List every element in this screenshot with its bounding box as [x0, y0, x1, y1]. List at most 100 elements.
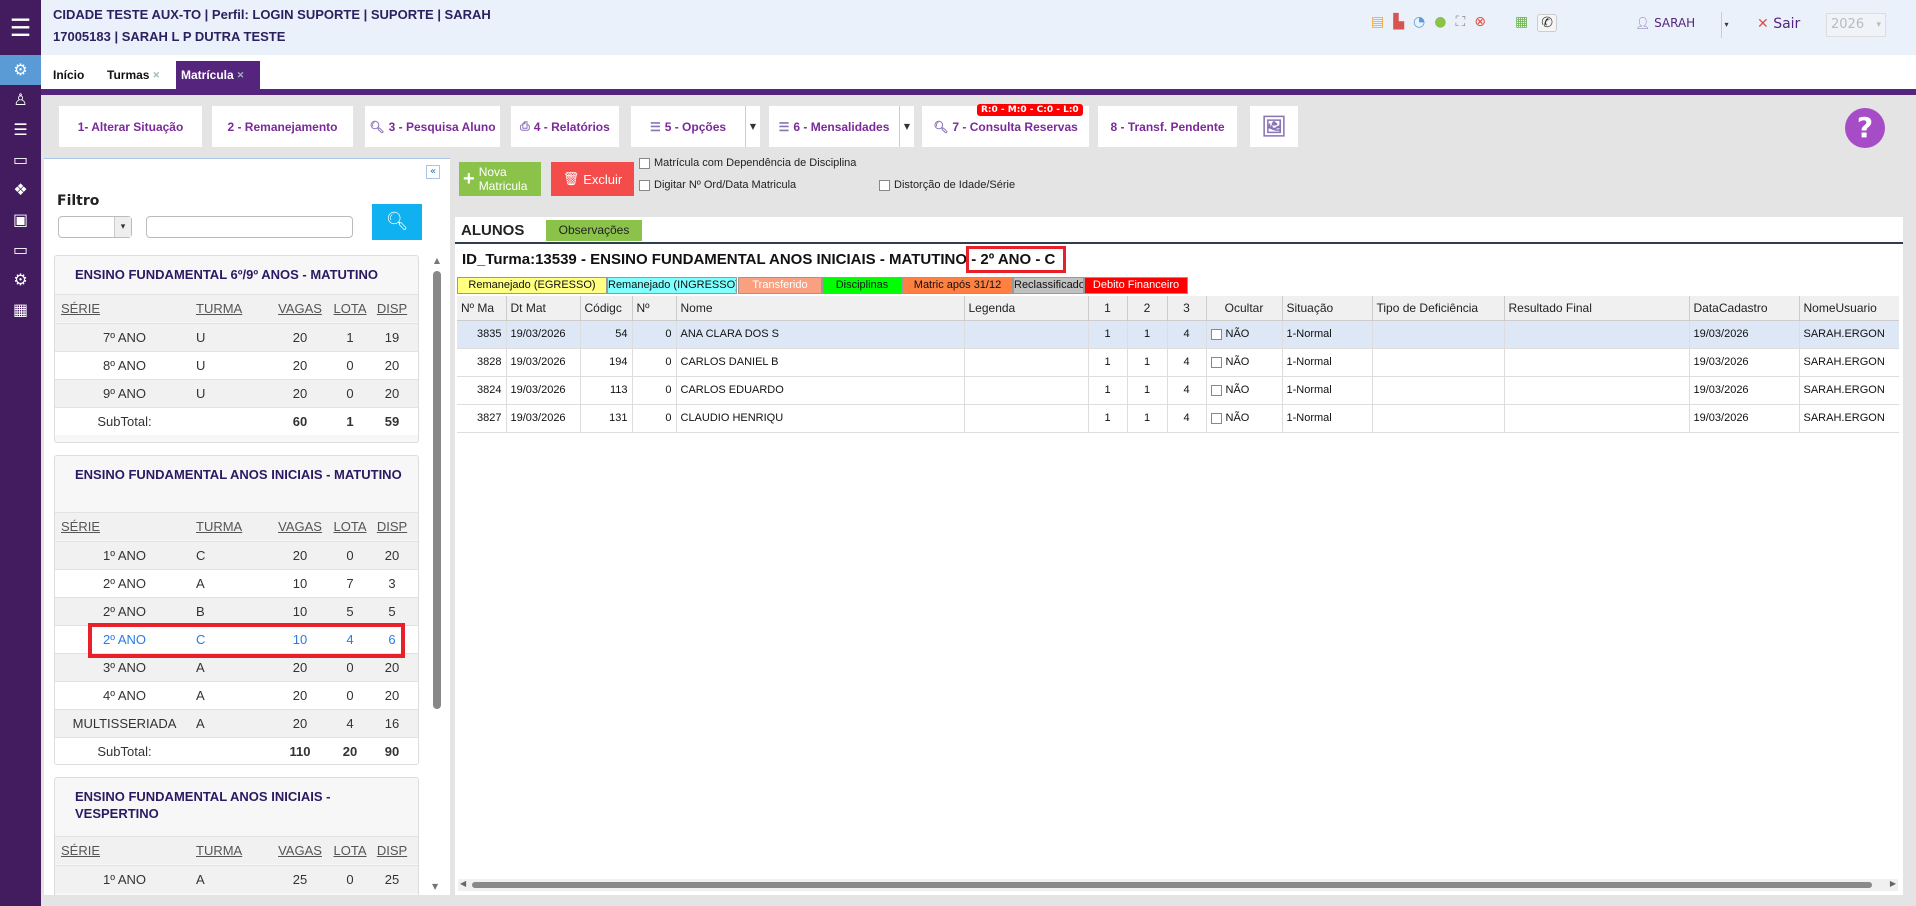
turma-row[interactable]: 8º ANO U 20 0 20 — [55, 351, 418, 379]
logout-button[interactable]: ✕ Sair — [1757, 16, 1800, 32]
fullscreen-icon[interactable]: ⛶ — [1455, 14, 1466, 30]
column-header[interactable]: Tipo de Deficiência — [1372, 296, 1505, 321]
gallery-icon[interactable]: 🖼︎ — [1250, 106, 1298, 147]
column-header[interactable]: Resultado Final — [1504, 296, 1690, 321]
digitar-ord-checkbox[interactable]: Digitar Nº Ord/Data Matricula — [639, 179, 796, 191]
scrollbar-thumb[interactable] — [472, 882, 1872, 888]
column-header[interactable]: VAGAS — [278, 301, 322, 316]
checkbox[interactable] — [879, 179, 890, 191]
column-header[interactable]: Dt Mat — [506, 296, 581, 321]
relatorios-button[interactable]: ⎙ 4 - Relatórios — [511, 106, 619, 147]
ocultar-checkbox[interactable] — [1210, 384, 1222, 396]
column-header[interactable]: SÉRIE — [61, 519, 101, 534]
turma-row[interactable]: 4º ANO A 20 0 20 — [55, 681, 418, 709]
gear-icon[interactable]: ⚙ — [13, 270, 28, 289]
column-header[interactable]: 1 — [1088, 296, 1128, 321]
year-select[interactable]: 2026 ▾ — [1826, 13, 1886, 37]
column-header[interactable]: LOTA — [333, 843, 367, 858]
list-icon[interactable]: ▤ — [1371, 14, 1385, 30]
alunos-tab[interactable]: ALUNOS — [461, 222, 525, 239]
column-header[interactable]: Ocultar — [1206, 296, 1283, 321]
user-dropdown[interactable]: ▾ — [1721, 12, 1731, 38]
bus-icon[interactable]: ▣ — [12, 210, 29, 229]
opcoes-button[interactable]: ☰ 5 - Opções — [631, 106, 745, 147]
mensalidades-button[interactable]: ☰ 6 - Mensalidades — [769, 106, 899, 147]
turma-row[interactable]: 1º ANO A 25 0 25 — [55, 865, 418, 893]
turma-row[interactable]: 9º ANO U 20 0 20 — [55, 379, 418, 407]
observacoes-tab[interactable]: Observações — [546, 220, 642, 241]
help-button[interactable]: ? — [1845, 108, 1885, 148]
column-header[interactable]: Legenda — [964, 296, 1089, 321]
turma-row[interactable]: 2º ANO B 10 5 5 — [55, 597, 418, 625]
column-header[interactable]: SÉRIE — [61, 301, 101, 316]
column-header[interactable]: LOTA — [333, 519, 367, 534]
tab-matricula[interactable]: Matrícula ✕ — [176, 61, 260, 89]
nova-matricula-button[interactable]: + Nova Matricula — [459, 162, 541, 196]
tab-inicio[interactable]: Início — [53, 68, 85, 82]
table-row[interactable]: 3824 19/03/2026 113 0 CARLOS EDUARDO 1 1 4 NÃO 1-… — [457, 376, 1899, 405]
tab-turmas[interactable]: Turmas ✕ — [102, 61, 165, 89]
column-header[interactable]: TURMA — [196, 843, 243, 858]
transf-pendente-button[interactable]: 8 - Transf. Pendente — [1098, 106, 1237, 147]
list-icon[interactable]: ☰ — [13, 120, 28, 139]
ocultar-checkbox[interactable] — [1210, 412, 1222, 424]
scrollbar-thumb[interactable] — [433, 271, 441, 709]
table-icon[interactable]: ▦ — [12, 300, 29, 319]
column-header[interactable]: DataCadastro — [1689, 296, 1800, 321]
map-icon[interactable]: ▙ — [1393, 14, 1405, 30]
search-button[interactable]: 🔍︎ — [372, 204, 422, 240]
pesquisa-aluno-button[interactable]: 🔍︎ 3 - Pesquisa Aluno — [365, 106, 500, 147]
distorcao-checkbox[interactable]: Distorção de Idade/Série — [879, 179, 1015, 191]
ocultar-checkbox[interactable] — [1210, 356, 1222, 368]
remanejamento-button[interactable]: 2 - Remanejamento — [212, 106, 353, 147]
opcoes-dropdown[interactable]: ▼ — [745, 106, 760, 147]
grid-icon[interactable]: ▦ — [1515, 14, 1529, 30]
filter-input[interactable] — [146, 216, 353, 238]
column-header[interactable]: 2 — [1127, 296, 1168, 321]
dropbox-icon[interactable]: ❖ — [13, 180, 28, 199]
table-row[interactable]: 3827 19/03/2026 131 0 CLAUDIO HENRIQU 1 1 4 NÃO 1… — [457, 404, 1899, 433]
column-header[interactable]: TURMA — [196, 519, 243, 534]
collapse-icon[interactable]: « — [426, 165, 440, 179]
column-header[interactable]: DISP — [376, 519, 408, 534]
column-header[interactable]: TURMA — [196, 301, 243, 316]
filter-select[interactable]: ▾ — [58, 216, 132, 238]
alterar-situacao-button[interactable]: 1- Alterar Situação — [59, 106, 202, 147]
column-header[interactable]: DISP — [376, 301, 408, 316]
pie-chart-icon[interactable]: ◔ — [1413, 14, 1426, 30]
column-header[interactable]: Situação — [1282, 296, 1373, 321]
user-menu[interactable]: 👤︎ SARAH — [1635, 16, 1695, 30]
scrollbar[interactable]: ▲ ▼ — [432, 256, 441, 891]
menu-icon[interactable]: ☰ — [9, 14, 32, 42]
monitor-icon[interactable]: ▭ — [12, 240, 29, 259]
column-header[interactable]: Nº Ma — [457, 296, 507, 321]
table-row[interactable]: 3828 19/03/2026 194 0 CARLOS DANIEL B 1 1 4 NÃO 1… — [457, 348, 1899, 377]
gears-icon[interactable]: ⚙ — [0, 55, 41, 85]
checkbox[interactable] — [639, 179, 650, 191]
column-header[interactable]: Nº — [632, 296, 677, 321]
horizontal-scrollbar[interactable]: ◀ ▶ — [458, 879, 1898, 891]
table-row[interactable]: 3835 19/03/2026 54 0 ANA CLARA DOS S 1 1 4 NÃO 1-… — [457, 320, 1899, 349]
dependencia-checkbox[interactable]: Matrícula com Dependência de Disciplina — [639, 157, 856, 169]
column-header[interactable]: Códigc — [580, 296, 633, 321]
close-tab-icon[interactable]: ✕ — [236, 70, 245, 80]
column-header[interactable]: NomeUsuario — [1799, 296, 1899, 321]
student-icon[interactable]: ♙ — [13, 90, 28, 109]
column-header[interactable]: SÉRIE — [61, 843, 101, 858]
turma-row[interactable]: 2º ANO A 10 7 3 — [55, 569, 418, 597]
turma-row[interactable]: 7º ANO U 20 1 19 — [55, 323, 418, 351]
turma-row[interactable]: 1º ANO C 20 0 20 — [55, 541, 418, 569]
column-header[interactable]: Nome — [676, 296, 965, 321]
column-header[interactable]: VAGAS — [278, 519, 322, 534]
turma-row[interactable]: MULTISSERIADA A 20 4 16 — [55, 709, 418, 737]
excluir-button[interactable]: 🗑︎ Excluir — [551, 162, 634, 196]
chat-icon[interactable]: ● — [1434, 14, 1447, 30]
close-circle-icon[interactable]: ⊗ — [1474, 14, 1486, 30]
turma-row[interactable]: 2º ANO C 10 4 6 — [55, 625, 418, 653]
column-header[interactable]: 3 — [1167, 296, 1207, 321]
column-header[interactable]: VAGAS — [278, 843, 322, 858]
close-tab-icon[interactable]: ✕ — [152, 70, 161, 80]
mensalidades-dropdown[interactable]: ▼ — [899, 106, 914, 147]
card-icon[interactable]: ▭ — [12, 150, 29, 169]
ocultar-checkbox[interactable] — [1210, 328, 1222, 340]
